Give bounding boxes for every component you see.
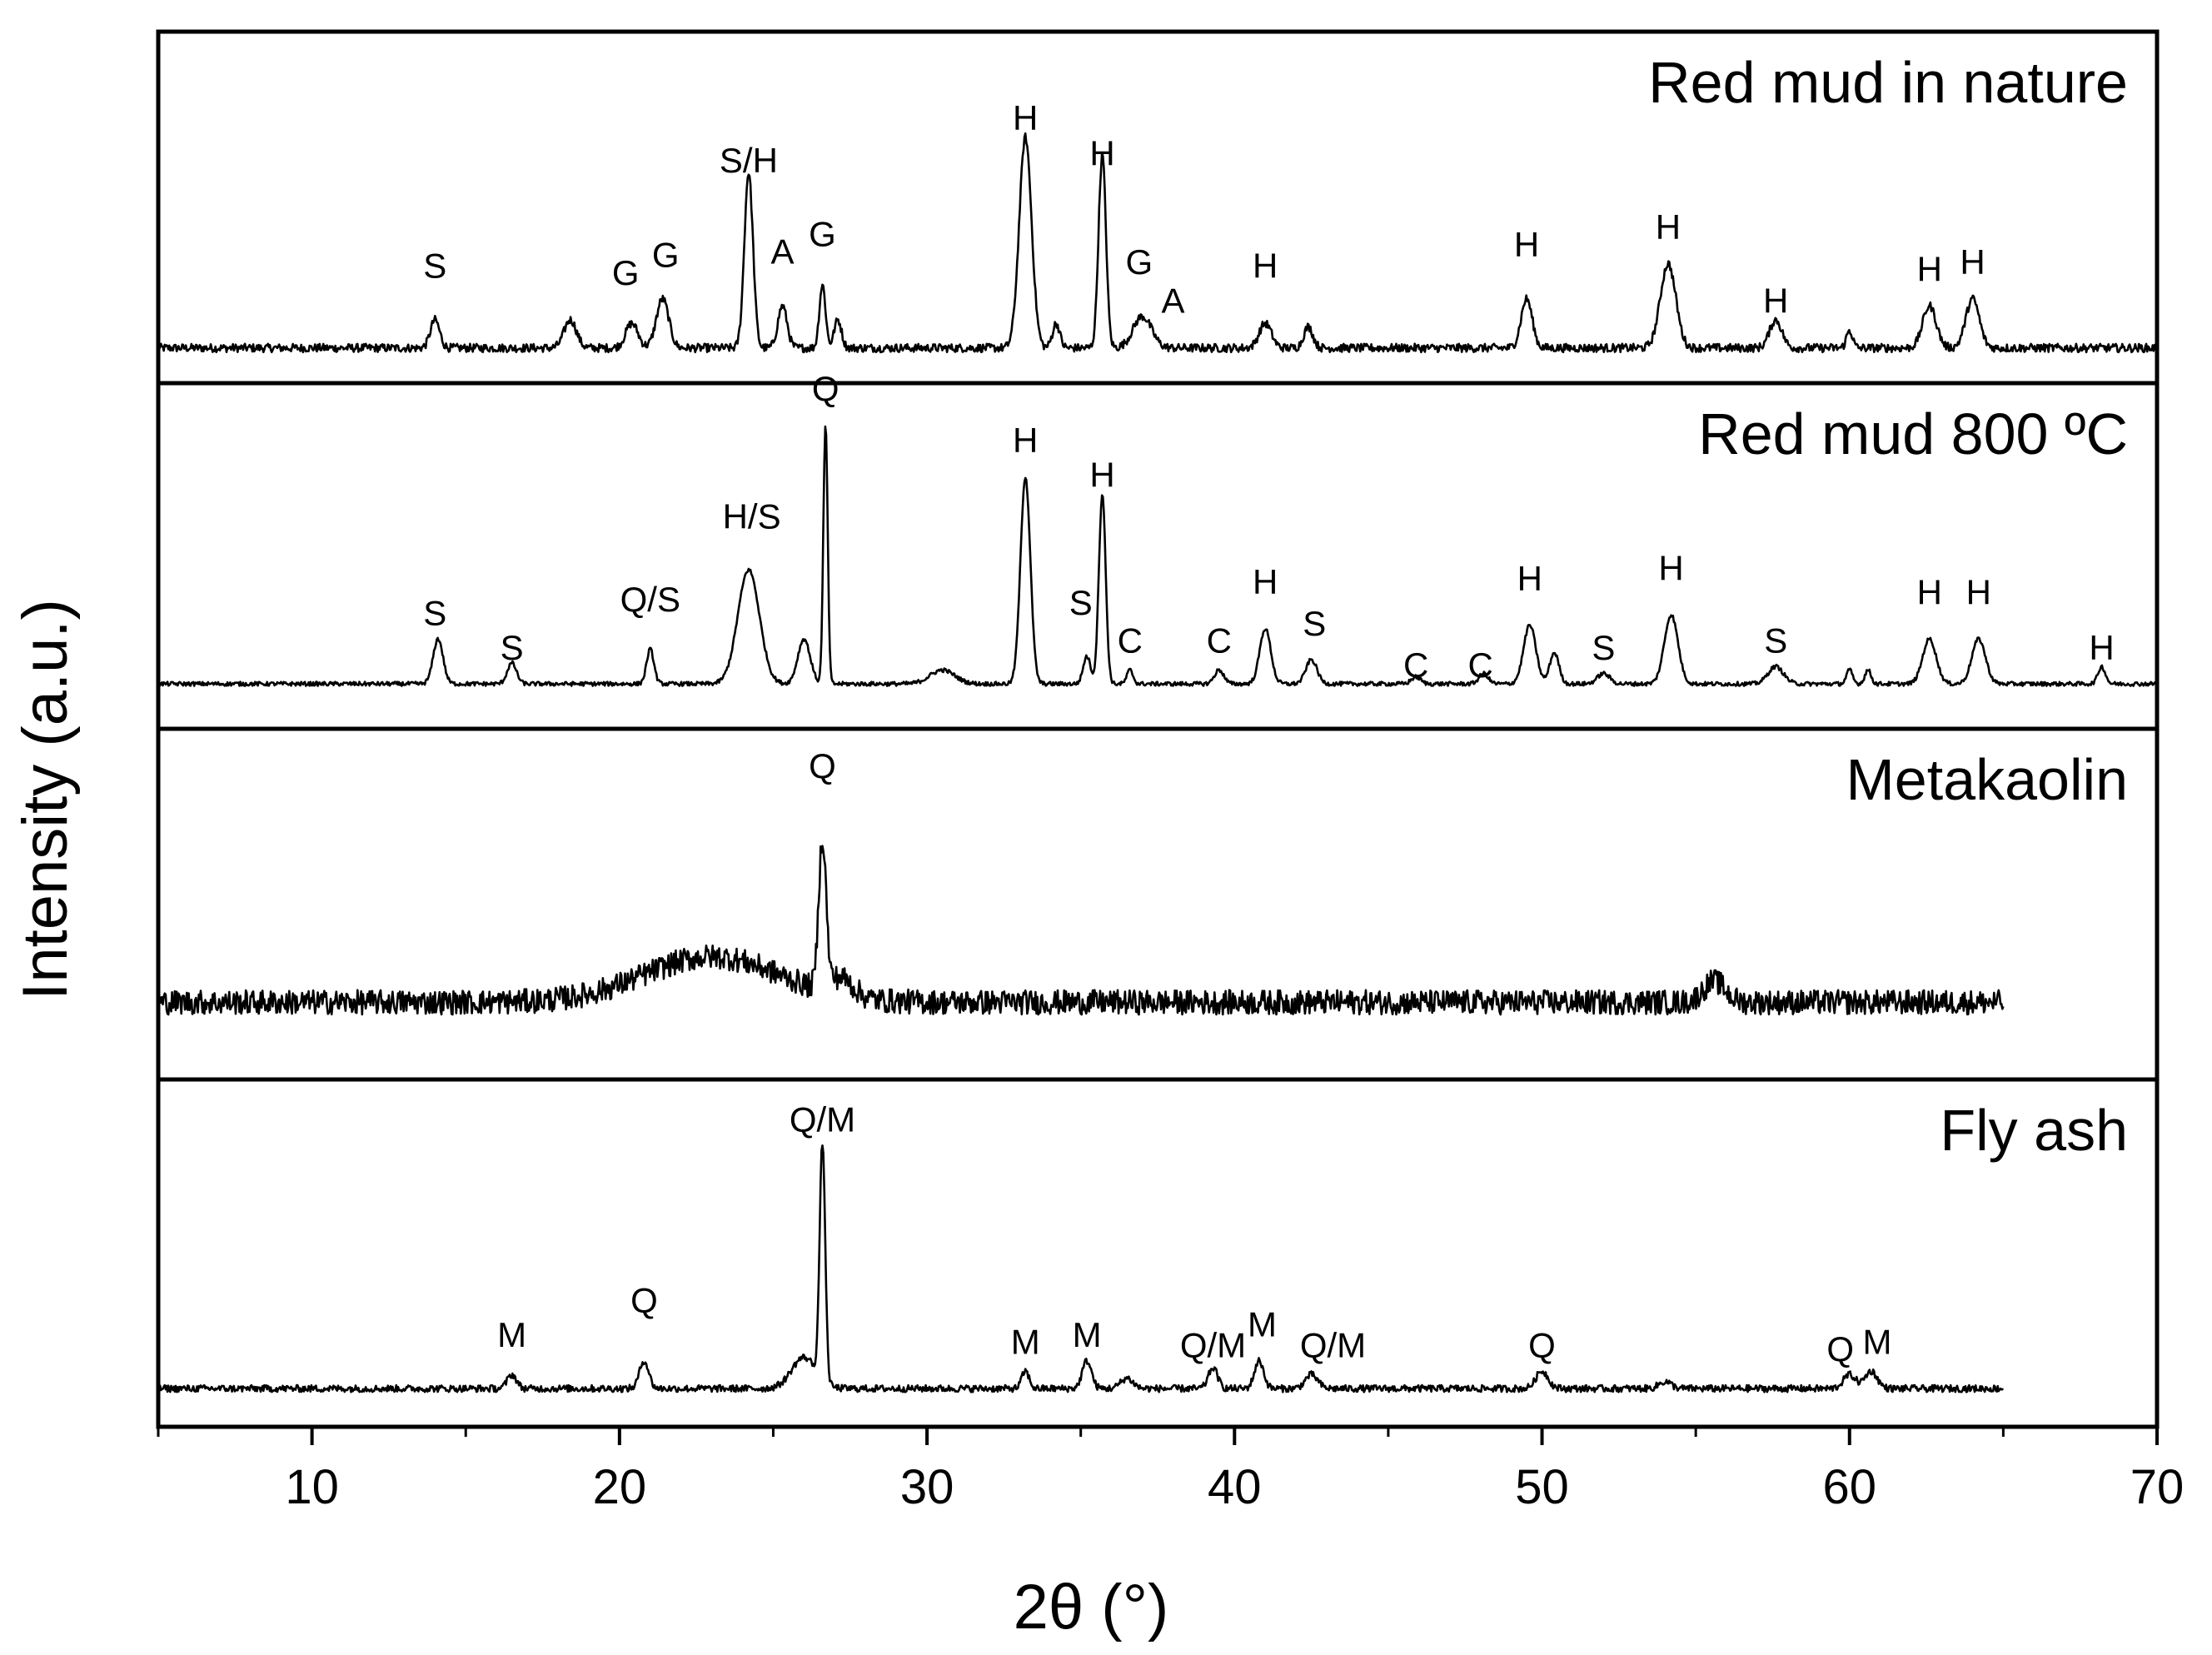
peak-label: C [1118,621,1143,661]
peak-label: C [1403,646,1428,685]
peak-label: S [1764,621,1787,661]
peak-label: M [1011,1322,1040,1361]
peak-label: H/S [723,496,781,536]
peak-label: Q [812,369,839,408]
peak-label: H [1013,98,1038,137]
peak-label: A [1161,282,1184,321]
peak-label: M [1248,1305,1277,1344]
peak-label: H [1656,207,1681,247]
peak-label: Q/M [1300,1326,1366,1365]
panel-3: Metakaolin Q [156,726,2160,1082]
x-axis-label: 2θ (°) [1014,1572,1169,1643]
series-name: Red mud in nature [1648,50,2128,115]
peak-label: G [612,253,640,292]
peak-label: G [809,214,836,253]
peak-label: H [1253,562,1278,601]
peak-label: S [1303,604,1326,643]
peak-label: H [1013,421,1038,460]
peak-label: H [1517,559,1542,598]
peak-label: Q/S [620,580,680,619]
series-line [157,425,2158,687]
peak-label: H [1089,133,1114,172]
y-axis-label: Intensity (a.u.) [10,599,81,1000]
peak-label: S [1592,628,1615,667]
peak-label: Q [1826,1329,1854,1368]
series-name: Metakaolin [1846,747,2128,812]
x-tick-label: 50 [1515,1460,1569,1514]
peak-label: Q/M [790,1100,855,1139]
series-name: Red mud 800 ºC [1698,401,2128,466]
peak-label: C [1207,621,1232,661]
peak-label: Q [1528,1326,1556,1365]
x-tick-label: 20 [593,1460,647,1514]
peak-label: G [652,236,680,275]
peak-label: G [1125,242,1153,282]
peak-label: H [2089,628,2114,667]
peak-label: M [1073,1315,1102,1354]
peak-label: H [1917,573,1942,612]
series-name: Fly ash [1940,1098,2128,1163]
peak-label: Q [809,746,836,785]
x-tick-label: 70 [2130,1460,2185,1514]
peak-label: M [1863,1322,1892,1361]
peak-label: Q [630,1280,658,1319]
peak-label: H [1514,225,1539,264]
peak-label: M [497,1315,526,1354]
series-line [157,845,2005,1016]
peak-label: H [1658,549,1683,588]
panel-frame [156,1077,2160,1429]
peak-label: S [423,246,446,285]
peak-label: H [1966,573,1991,612]
peak-label: S [423,594,446,633]
peak-label: S/H [720,141,778,180]
peak-label: C [1468,646,1493,685]
peak-label: S [1069,583,1093,622]
x-tick-label: 60 [1823,1460,1877,1514]
peak-label: H [1089,456,1114,495]
x-tick-label: 10 [285,1460,339,1514]
peak-label: Q/M [1180,1326,1246,1365]
x-tick-label: 40 [1208,1460,1262,1514]
peak-label: H [1917,250,1942,289]
peak-label: H [1253,246,1278,285]
x-axis: 10 20 30 40 50 60 70 [157,1427,2185,1514]
series-line [157,132,2158,354]
x-tick-label: 30 [900,1460,954,1514]
peak-label: S [501,628,524,667]
peak-label: A [770,232,794,272]
series-line [157,1144,2005,1393]
peak-label: H [1960,242,1985,282]
peak-label: H [1763,282,1788,321]
